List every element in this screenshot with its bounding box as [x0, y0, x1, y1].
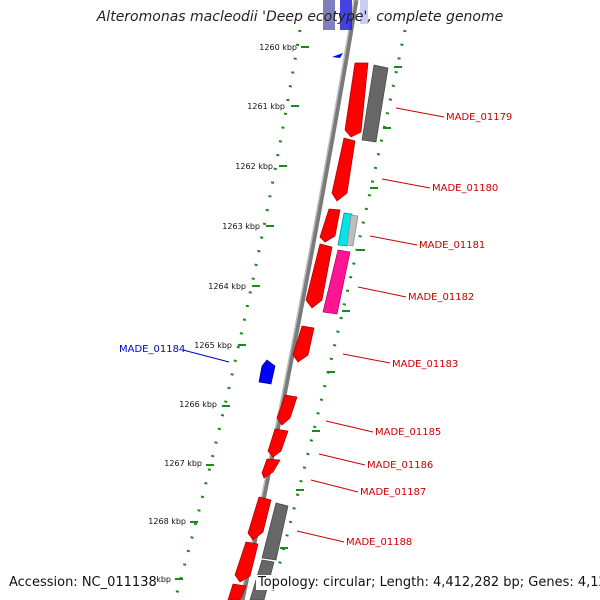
tick-label: 1267 kbp: [164, 459, 202, 468]
leader-lines: [182, 107, 445, 543]
gene-label: MADE_01184: [119, 344, 185, 355]
gene-label: MADE_01186: [367, 460, 433, 471]
tick-label: 1266 kbp: [179, 400, 217, 409]
leader-line: [182, 349, 230, 363]
outer-dotted-track: [173, 29, 302, 600]
gene-made-01187: [261, 458, 281, 479]
gene-label: MADE_01180: [432, 183, 498, 194]
leader-line: [369, 235, 418, 246]
gene-bottom-1: [234, 541, 259, 583]
accession-text: Accession: NC_011138: [9, 575, 157, 590]
leader-line: [342, 353, 391, 364]
tick-label: 1260 kbp: [259, 43, 297, 52]
small-blue-arrow: [332, 53, 343, 58]
gene-features: [227, 62, 389, 600]
feature-top-3: [360, 0, 368, 24]
page-title: Alteromonas macleodii 'Deep ecotype', co…: [96, 9, 504, 25]
leader-line: [296, 530, 345, 543]
tick-label: 1268 kbp: [148, 517, 186, 526]
leader-line: [325, 420, 374, 433]
gene-made-01180: [331, 137, 356, 202]
gene-label: MADE_01181: [419, 240, 485, 251]
tick-label: 1261 kbp: [247, 102, 285, 111]
magenta-feature: [322, 249, 351, 315]
tick-marks: [175, 46, 402, 580]
tick-label: 1265 kbp: [194, 341, 232, 350]
gene-made-01183: [292, 325, 315, 363]
gene-made-01179-partner: [361, 64, 389, 143]
gene-made-01184: [258, 359, 276, 385]
gene-made-01181: [319, 208, 341, 243]
gene-made-01188-partner: [261, 502, 289, 561]
gene-made-01182: [305, 243, 333, 309]
gene-made-01179: [344, 62, 369, 138]
tick-label: 9 kbp: [149, 575, 171, 584]
inner-dotted-track: [268, 29, 407, 600]
gene-label: MADE_01182: [408, 292, 474, 303]
top-features: [323, 0, 368, 58]
cyan-feature: [337, 212, 353, 247]
gene-label: MADE_01187: [360, 487, 426, 498]
leader-line: [310, 479, 359, 493]
gene-made-01186: [267, 428, 289, 458]
leader-line: [395, 107, 445, 118]
gene-labels: MADE_01179 MADE_01180 MADE_01181 MADE_01…: [119, 112, 512, 548]
gene-made-01185: [276, 394, 298, 426]
leader-line: [318, 453, 366, 466]
topology-text: Topology: circular; Length: 4,412,282 bp…: [256, 575, 600, 590]
feature-top-2: [340, 0, 352, 30]
gene-made-01188: [247, 496, 272, 541]
gene-label: MADE_01183: [392, 359, 458, 370]
feature-top-1: [323, 0, 335, 30]
tick-labels: 1260 kbp 1261 kbp 1262 kbp 1263 kbp 1264…: [148, 43, 297, 584]
tick-label: 1264 kbp: [208, 282, 246, 291]
leader-line: [357, 286, 407, 298]
gene-label: MADE_01185: [375, 427, 441, 438]
tick-label: 1263 kbp: [222, 222, 260, 231]
tick-label: 1262 kbp: [235, 162, 273, 171]
gene-bottom-3: [227, 583, 247, 600]
gene-label: MADE_01188: [346, 537, 412, 548]
leader-line: [381, 178, 431, 189]
grey-small-feature: [346, 214, 359, 247]
gene-label: MADE_01179: [446, 112, 512, 123]
